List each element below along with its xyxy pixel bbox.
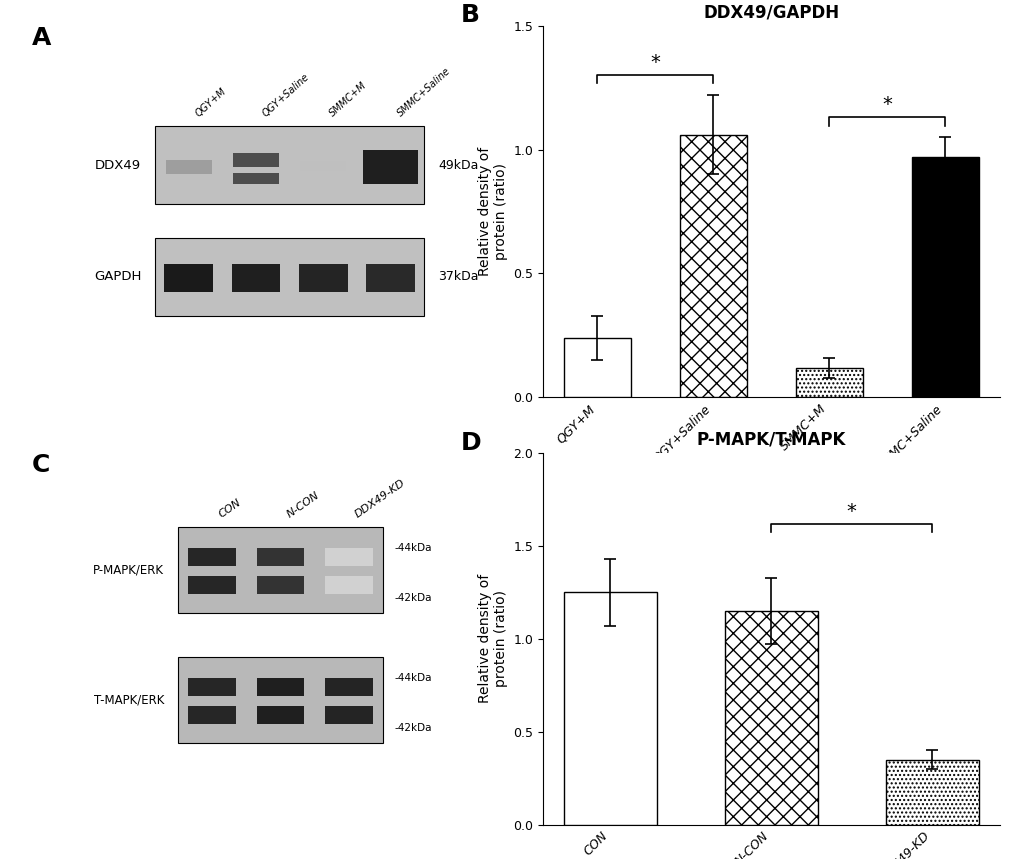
Text: -42kDa: -42kDa	[394, 723, 432, 733]
Bar	[165, 161, 211, 174]
Bar	[325, 706, 373, 724]
Bar	[232, 153, 278, 167]
Text: -44kDa: -44kDa	[394, 543, 432, 553]
Text: SMMC+M: SMMC+M	[327, 80, 369, 119]
Bar	[155, 126, 424, 204]
Text: 49kDa: 49kDa	[437, 159, 478, 172]
Bar	[187, 678, 235, 697]
Bar	[723, 611, 817, 825]
Text: -42kDa: -42kDa	[394, 593, 432, 603]
Bar	[301, 161, 345, 171]
Bar	[187, 576, 235, 594]
Bar	[257, 548, 305, 566]
Bar	[679, 135, 746, 398]
Bar	[164, 265, 213, 292]
Text: P-MAPK/ERK: P-MAPK/ERK	[93, 564, 164, 576]
Bar	[187, 706, 235, 724]
Title: DDX49/GAPDH: DDX49/GAPDH	[702, 3, 839, 21]
Y-axis label: Relative density of
protein (ratio): Relative density of protein (ratio)	[477, 574, 507, 704]
Bar	[177, 527, 383, 612]
Title: P-MAPK/T-MAPK: P-MAPK/T-MAPK	[696, 430, 845, 448]
Bar	[325, 678, 373, 697]
Text: *: *	[846, 502, 856, 521]
Text: A: A	[32, 26, 51, 50]
Text: B: B	[461, 3, 479, 27]
Text: D: D	[461, 430, 481, 454]
Text: 37kDa: 37kDa	[437, 270, 478, 283]
Bar	[911, 157, 978, 398]
Bar	[177, 657, 383, 743]
Bar	[155, 238, 424, 315]
Bar	[187, 548, 235, 566]
Bar	[231, 265, 280, 292]
Y-axis label: Relative density of
protein (ratio): Relative density of protein (ratio)	[477, 147, 507, 277]
Bar	[257, 576, 305, 594]
Text: QGY+Saline: QGY+Saline	[260, 71, 311, 119]
Text: DDX49: DDX49	[95, 159, 141, 172]
Text: T-MAPK/ERK: T-MAPK/ERK	[94, 694, 164, 707]
Text: C: C	[32, 453, 50, 477]
Bar	[366, 265, 415, 292]
Bar	[564, 338, 631, 398]
Bar	[363, 150, 418, 184]
Bar	[325, 548, 373, 566]
Bar	[564, 593, 656, 825]
Bar	[232, 173, 278, 185]
Bar	[795, 368, 862, 398]
Text: -44kDa: -44kDa	[394, 673, 432, 683]
Text: DDX49-KD: DDX49-KD	[354, 478, 408, 520]
Text: SMMC+Saline: SMMC+Saline	[394, 66, 451, 119]
Bar	[325, 576, 373, 594]
Text: N-CON: N-CON	[284, 490, 321, 520]
Text: *: *	[650, 53, 659, 72]
Text: CON: CON	[216, 497, 243, 520]
Bar	[884, 759, 978, 825]
Bar	[257, 706, 305, 724]
Bar	[257, 678, 305, 697]
Bar	[299, 265, 347, 292]
Text: QGY+M: QGY+M	[193, 86, 227, 119]
Text: GAPDH: GAPDH	[94, 270, 141, 283]
Text: *: *	[881, 95, 892, 114]
